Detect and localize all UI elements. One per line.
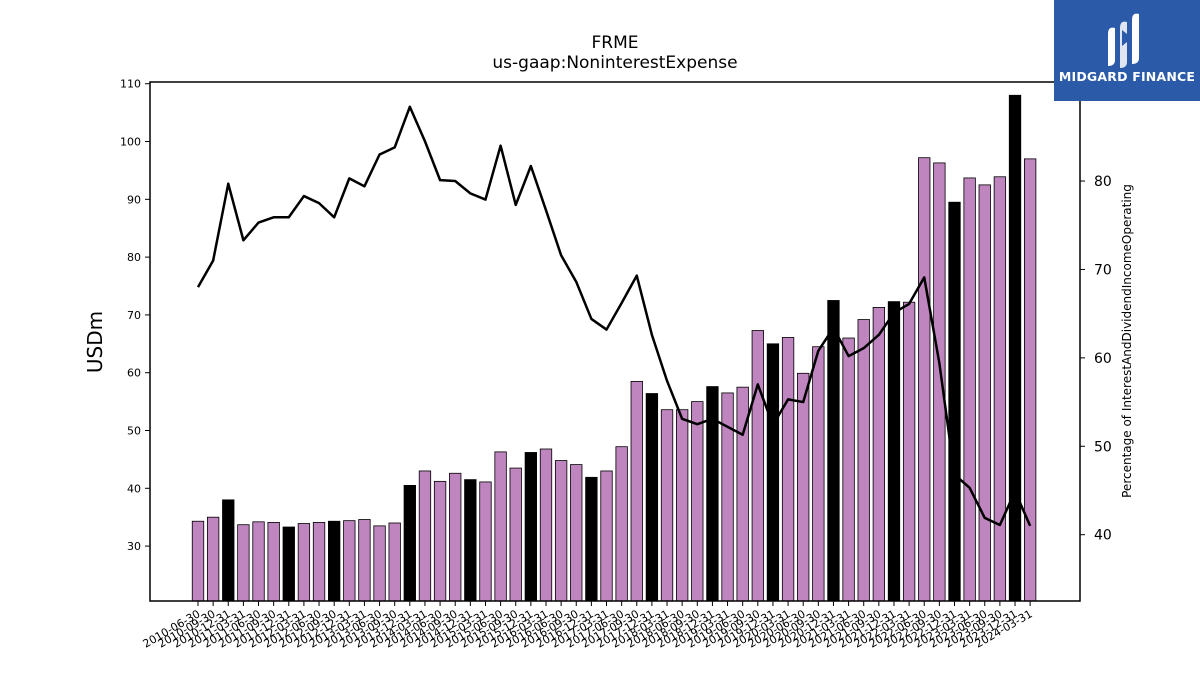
bar-2011-03-31 [237, 524, 250, 602]
y-axis-left: 30 40 50 60 70 80 90 100 110 [120, 78, 150, 553]
bar-2011-12-31 [282, 526, 295, 602]
bar-2019-12-31 [766, 343, 780, 602]
chart-subtitle: us-gaap:NoninterestExpense [492, 53, 737, 73]
chart-title: FRME [592, 33, 639, 53]
logo-text: MIDGARD FINANCE [1058, 69, 1196, 84]
bar-2015-03-31 [479, 481, 492, 602]
y-axis-right: 40 50 60 70 80 [1080, 174, 1112, 544]
bar-2020-09-30 [812, 346, 825, 602]
bar-2013-03-31 [358, 519, 371, 602]
bar-2023-06-30 [978, 184, 991, 602]
bar-2017-12-31 [645, 393, 659, 602]
bar-2019-09-30 [751, 330, 764, 602]
bar-2022-03-31 [902, 301, 916, 602]
bar-2022-09-30 [933, 162, 946, 602]
x-axis: 2010-06-302010-09-302010-12-312011-03-31… [141, 601, 1035, 651]
bar-2018-09-30 [691, 401, 704, 602]
bar-2014-12-31 [464, 479, 477, 602]
y-axis-label: USDm [83, 311, 107, 373]
line-series [196, 105, 1032, 527]
bar-2020-12-31 [827, 300, 840, 602]
y-right-tick-label-60: 60 [1094, 351, 1112, 367]
bar-2018-06-30 [676, 409, 689, 602]
bar-2010-09-30 [206, 516, 220, 602]
bar-2021-03-31 [842, 337, 855, 602]
bar-2014-06-30 [433, 480, 447, 602]
bar-2014-03-31 [418, 470, 432, 602]
y-right-tick-label-80: 80 [1094, 174, 1112, 190]
bar-2016-12-31 [585, 476, 598, 602]
bar-2021-09-30 [872, 306, 885, 602]
bar-2012-06-30 [312, 522, 326, 602]
bar-2018-03-31 [660, 409, 674, 602]
bar-2023-03-31 [963, 177, 976, 602]
bar-2012-12-31 [343, 520, 356, 602]
bar-2016-06-30 [554, 460, 568, 602]
bar-2016-03-31 [539, 448, 553, 602]
bar-2010-06-30 [191, 520, 205, 602]
bar-2022-12-31 [948, 201, 961, 602]
y-tick-label-60: 60 [127, 367, 141, 380]
bar-2023-09-30 [993, 176, 1007, 602]
bar-2023-12-31 [1008, 94, 1022, 602]
bar-2022-06-30 [918, 157, 931, 602]
y-tick-label-30: 30 [127, 540, 141, 553]
bar-2017-03-31 [600, 470, 613, 602]
y-right-tick-label-40: 40 [1094, 528, 1112, 544]
bar-2015-06-30 [494, 451, 507, 602]
bar-2021-06-30 [857, 319, 870, 602]
y-tick-label-100: 100 [120, 136, 141, 149]
bar-2011-06-30 [252, 521, 265, 602]
y-tick-label-90: 90 [127, 193, 141, 206]
midgard-finance-logo: MIDGARD FINANCE [1054, 0, 1200, 101]
bar-series [191, 94, 1037, 602]
bar-2015-09-30 [509, 467, 522, 602]
bar-2010-12-31 [222, 499, 235, 602]
y-right-tick-label-50: 50 [1094, 439, 1112, 455]
y-tick-label-80: 80 [127, 251, 141, 264]
y-tick-label-40: 40 [127, 482, 141, 495]
bar-2017-09-30 [630, 380, 643, 602]
bar-2014-09-30 [449, 472, 462, 602]
bar-2015-12-31 [524, 452, 538, 602]
plot-frame [149, 81, 1081, 602]
bar-2020-06-30 [797, 372, 810, 602]
y-tick-label-110: 110 [120, 78, 141, 91]
y-tick-label-50: 50 [127, 425, 141, 438]
midgard-logo-icon [1108, 13, 1139, 68]
bar-2016-09-30 [570, 464, 583, 602]
y-axis-right-label: Percentage of InterestAndDividendIncomeO… [1120, 184, 1134, 498]
bar-2013-06-30 [373, 525, 386, 602]
bar-2011-09-30 [267, 522, 280, 602]
line-percentage [196, 105, 1032, 527]
y-tick-label-70: 70 [127, 309, 141, 322]
bar-2013-09-30 [388, 522, 401, 602]
bar-2021-12-31 [887, 301, 901, 602]
y-right-tick-label-70: 70 [1094, 262, 1112, 278]
bar-2013-12-31 [403, 485, 416, 602]
bar-2017-06-30 [615, 446, 628, 602]
bar-2024-03-31 [1024, 158, 1037, 602]
bar-2020-03-31 [781, 337, 795, 602]
bar-2012-09-30 [328, 520, 341, 602]
bar-2012-03-31 [297, 523, 311, 602]
